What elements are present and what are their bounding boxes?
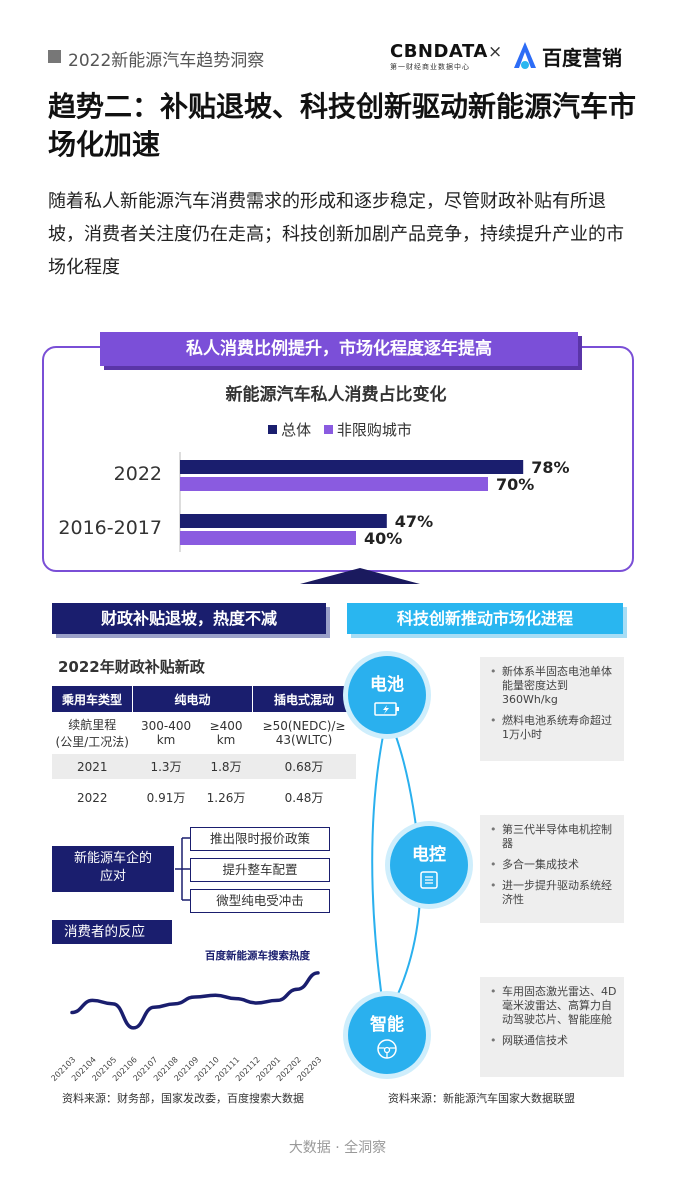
tech-point: 网联通信技术 (488, 1034, 618, 1048)
bar (180, 514, 387, 528)
search-trend-line (70, 971, 320, 1030)
battery-tech-card: 新体系半固态电池单体能量密度达到360Wh/kg 燃料电池系统寿命超过1万小时 (480, 657, 624, 761)
table-cell: 2022 (76, 790, 108, 805)
table-header-cell: 纯电动 (132, 686, 253, 712)
consumer-reaction-label: 消费者的反应 (52, 920, 172, 944)
bar (180, 460, 524, 474)
data-label: 78% (531, 458, 569, 477)
control-tech-card: 第三代半导体电机控制器 多合一集成技术 进一步提升驱动系统经济性 (480, 815, 624, 923)
table-cell: 0.91万 (146, 791, 186, 805)
steering-wheel-icon (377, 1039, 397, 1059)
search-trend-chart: 2021032021042021052021062021072021082021… (49, 971, 323, 1083)
chart-title: 新能源汽车私人消费占比变化 (225, 385, 447, 405)
header-marker (48, 50, 61, 63)
tech-node-intelligence: 智能 (348, 996, 426, 1074)
tech-point: 多合一集成技术 (488, 858, 618, 872)
brand-separator: × (488, 42, 503, 62)
table-header-row: 乘用车类型 纯电动 插电式混动 (52, 686, 356, 712)
category-label: 2022 (114, 463, 162, 485)
table-cell: 1.26万 (206, 791, 246, 805)
table-cell: 续航里程 (公里/工况法) (55, 718, 129, 749)
search-trend-label: 百度新能源车搜索热度 (205, 950, 310, 962)
tech-node-label: 电池 (370, 675, 404, 695)
battery-icon (374, 702, 399, 716)
tech-point: 第三代半导体电机控制器 (488, 823, 618, 851)
table-cell: 0.48万 (284, 791, 324, 805)
legend-swatch-non-restricted (323, 425, 333, 434)
legend-swatch-overall (268, 425, 278, 434)
policy-table-title: 2022年财政补贴新政 (58, 658, 205, 676)
table-cell: ≥50(NEDC)/≥ 43(WLTC) (262, 719, 346, 747)
table-cell: 2021 (52, 754, 133, 779)
response-item: 提升整车配置 (190, 858, 330, 882)
tech-point: 进一步提升驱动系统经济性 (488, 879, 618, 907)
policy-table: 乘用车类型 纯电动 插电式混动 续航里程 (公里/工况法) 300-400 km… (52, 686, 356, 810)
automaker-response-box: 新能源车企的 应对 (52, 846, 174, 892)
right-source-note: 资料来源：新能源汽车国家大数据联盟 (388, 1092, 575, 1105)
response-item: 微型纯电受冲击 (190, 889, 330, 913)
table-row: 续航里程 (公里/工况法) 300-400 km ≥400 km ≥50(NED… (52, 712, 356, 754)
report-title: 2022新能源汽车趋势洞察 (68, 51, 265, 71)
panel-pointer (300, 568, 420, 584)
tech-node-label: 智能 (370, 1015, 404, 1035)
tech-point: 车用固态激光雷达、4D毫米波雷达、高算力自动驾驶芯片、智能座舱 (488, 985, 618, 1027)
table-row: 2021 1.3万 1.8万 0.68万 (52, 754, 356, 779)
data-label: 47% (395, 512, 433, 531)
legend-label-overall: 总体 (281, 421, 312, 439)
data-label: 40% (364, 529, 402, 548)
tech-node-label: 电控 (412, 845, 446, 865)
tech-node-battery: 电池 (348, 656, 426, 734)
table-cell: 0.68万 (252, 754, 356, 779)
intro-paragraph: 随着私人新能源汽车消费需求的形成和逐步稳定，尽管财政补贴有所退坡，消费者关注度仍… (48, 191, 624, 278)
tech-node-control: 电控 (390, 826, 468, 904)
cbndata-logo-subtitle: 第一财经商业数据中心 (390, 63, 470, 71)
subsidy-banner: 财政补贴退坡，热度不减 (52, 603, 326, 634)
footer-tagline: 大数据 · 全洞察 (288, 1140, 387, 1156)
response-item: 推出限时报价政策 (190, 827, 330, 851)
table-cell: 1.3万 (132, 754, 200, 779)
table-row: 2022 0.91万 1.26万 0.48万 (52, 779, 356, 810)
bar (180, 531, 356, 545)
intelligence-tech-card: 车用固态激光雷达、4D毫米波雷达、高算力自动驾驶芯片、智能座舱 网联通信技术 (480, 977, 624, 1077)
data-label: 70% (496, 475, 534, 494)
category-label: 2016-2017 (58, 517, 162, 539)
left-source-note: 资料来源：财务部，国家发改委，百度搜索大数据 (62, 1092, 304, 1105)
baidu-marketing-brand: 百度营销 (542, 46, 622, 70)
bar (180, 477, 488, 491)
response-bracket (175, 837, 192, 901)
chart-legend: 总体 非限购城市 (42, 419, 630, 440)
cbndata-logo: CBNDATA (390, 41, 488, 62)
control-chip-icon (420, 871, 438, 889)
tech-point: 燃料电池系统寿命超过1万小时 (488, 714, 618, 742)
table-header-cell: 插电式混动 (252, 686, 356, 712)
tech-point: 新体系半固态电池单体能量密度达到360Wh/kg (488, 665, 618, 707)
tech-banner: 科技创新推动市场化进程 (347, 603, 623, 634)
private-consumption-bar-chart: 2022 78%70% 2016-2017 47%40% (58, 452, 569, 552)
page-title: 趋势二：补贴退坡、科技创新驱动新能源汽车市场化加速 (48, 90, 637, 161)
table-cell: 300-400 km (140, 719, 192, 747)
table-cell: ≥400 km (209, 719, 243, 747)
table-cell: 1.8万 (199, 754, 253, 779)
table-header-cell: 乘用车类型 (52, 686, 133, 712)
private-consumption-banner: 私人消费比例提升，市场化程度逐年提高 (100, 332, 578, 366)
baidu-marketing-logo-icon (514, 42, 536, 69)
legend-label-non-restricted: 非限购城市 (336, 421, 412, 439)
